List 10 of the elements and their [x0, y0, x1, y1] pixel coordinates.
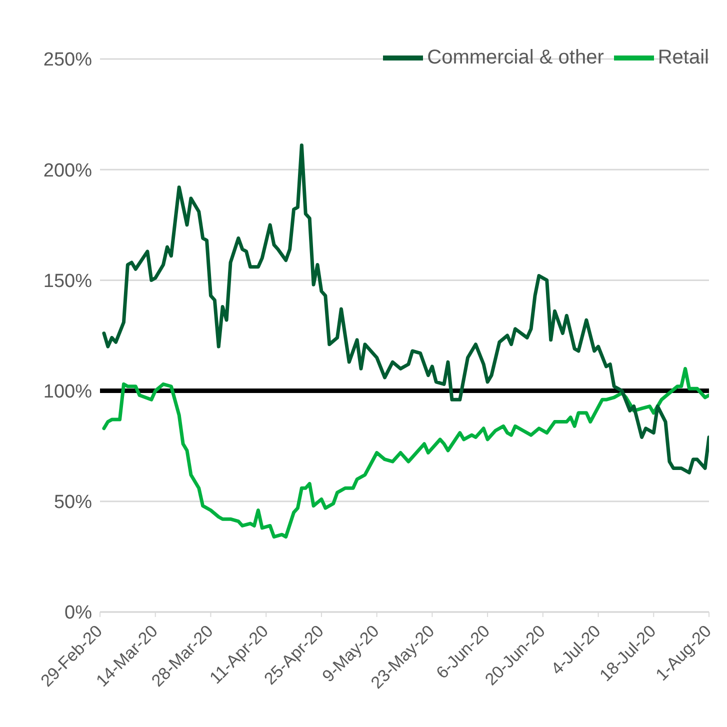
y-tick-label: 200%: [43, 160, 92, 182]
legend-label: Retail: [658, 46, 709, 68]
y-tick-label: 250%: [43, 50, 92, 71]
line-series: [102, 366, 709, 539]
y-tick-label: 150%: [43, 270, 92, 292]
y-tick-label: 50%: [54, 492, 92, 514]
y-tick-label: 0%: [64, 602, 92, 624]
y-tick-label: 100%: [43, 382, 92, 403]
legend-label: Commercial & other: [427, 46, 604, 68]
line-series: [102, 144, 709, 474]
